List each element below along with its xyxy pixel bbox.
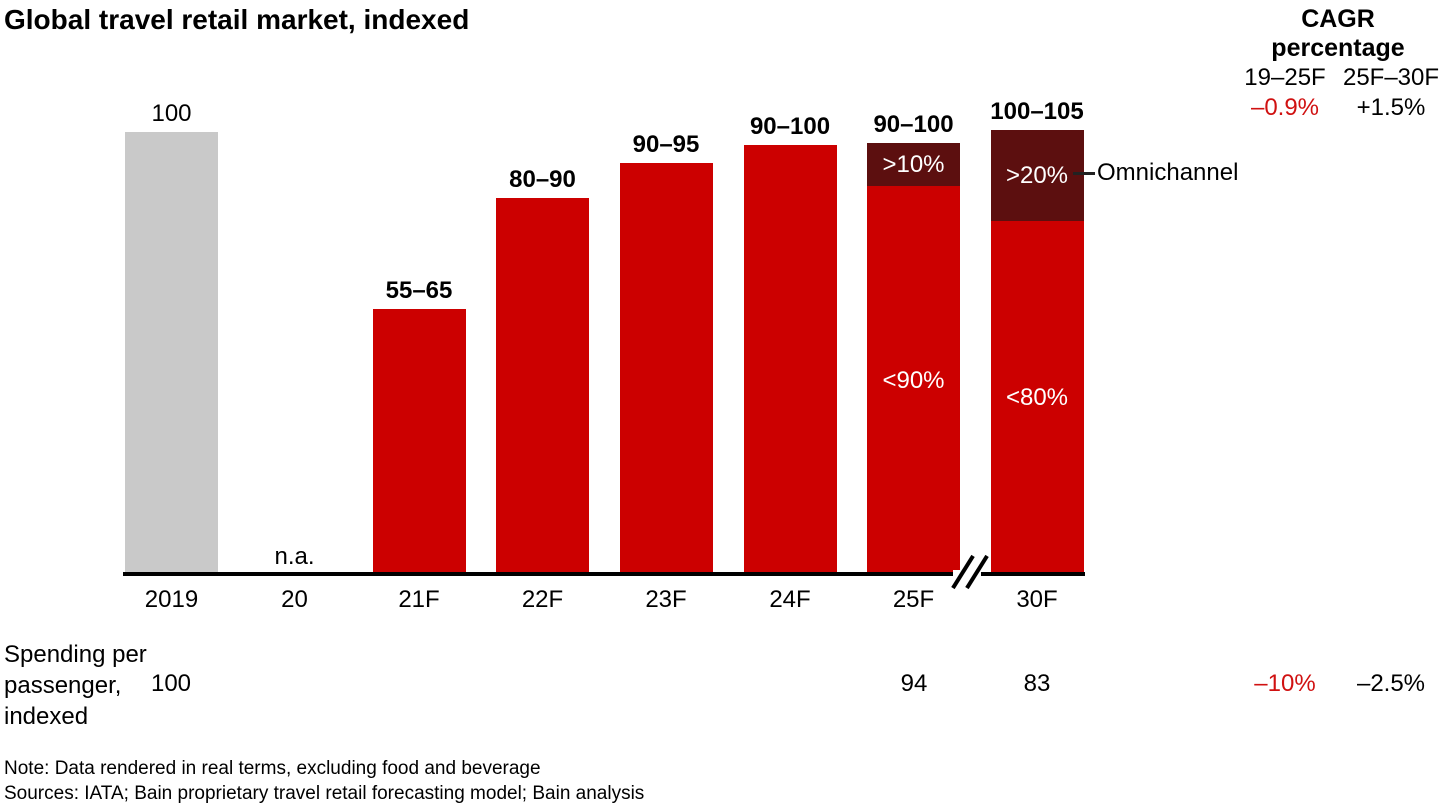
cagr-column-19-25f: 19–25F — [1244, 64, 1326, 91]
x-axis-label-20: 20 — [281, 586, 308, 613]
x-axis-label-2019: 2019 — [144, 586, 199, 613]
bar-2019 — [125, 132, 218, 575]
x-axis-label-24F: 24F — [769, 586, 811, 613]
spending-value-2019: 100 — [150, 670, 192, 697]
bar-value-label-30F: 100–105 — [990, 98, 1084, 125]
omnichannel-segment-30F: >20% — [990, 130, 1084, 221]
bar-body-label-30F: <80% — [1005, 384, 1069, 411]
cagr-market-25f-30f: +1.5% — [1356, 94, 1426, 121]
x-axis-label-21F: 21F — [398, 586, 440, 613]
page-title: Global travel retail market, indexed — [4, 4, 470, 35]
cagr-market-19-25f: –0.9% — [1250, 94, 1320, 121]
spending-row-label: Spending per passenger, indexed — [4, 641, 147, 730]
omnichannel-label: Omnichannel — [1097, 159, 1239, 186]
bar-body-label-25F: <90% — [882, 366, 945, 394]
bar-25F: >10% <90% — [867, 143, 960, 575]
bar-value-label-21F: 55–65 — [385, 277, 453, 304]
bar-23F — [619, 163, 713, 575]
bar-21F — [372, 309, 466, 575]
sources-line: Sources: IATA; Bain proprietary travel r… — [4, 783, 645, 804]
cagr-header-line1: CAGR — [1301, 5, 1375, 33]
spending-value-30f: 83 — [1023, 670, 1051, 697]
bar-value-label-23F: 90–95 — [632, 131, 700, 158]
cagr-spending-19-25f: –10% — [1254, 670, 1316, 697]
cagr-spending-25f-30f: –2.5% — [1356, 670, 1426, 697]
bar-value-label-24F: 90–100 — [749, 113, 831, 140]
note-line: Note: Data rendered in real terms, exclu… — [4, 758, 541, 779]
x-axis-label-25F: 25F — [892, 586, 935, 613]
x-axis-line — [123, 572, 1085, 576]
bar-22F — [496, 198, 589, 575]
cagr-column-25f-30f: 25F–30F — [1342, 64, 1440, 91]
cagr-header: CAGR percentage — [1238, 5, 1438, 63]
bar-value-label-22F: 80–90 — [509, 166, 576, 193]
spending-value-25f: 94 — [900, 670, 928, 697]
omnichannel-callout-line — [1073, 172, 1095, 175]
axis-break-gap — [953, 570, 981, 578]
bar-value-label-25F: 90–100 — [873, 111, 954, 138]
x-axis-label-23F: 23F — [645, 586, 687, 613]
footnotes: Note: Data rendered in real terms, exclu… — [4, 756, 644, 806]
omnichannel-segment-25F: >10% — [867, 143, 960, 186]
bar-24F — [743, 145, 837, 575]
x-axis-label-22F: 22F — [521, 586, 564, 613]
x-axis-label-30F: 30F — [1016, 586, 1058, 613]
bar-value-label-2019: 100 — [151, 100, 192, 127]
bar-30F: >20% <80% — [990, 130, 1084, 575]
bar-value-label-20: n.a. — [274, 543, 315, 570]
cagr-header-line2: percentage — [1271, 34, 1405, 62]
